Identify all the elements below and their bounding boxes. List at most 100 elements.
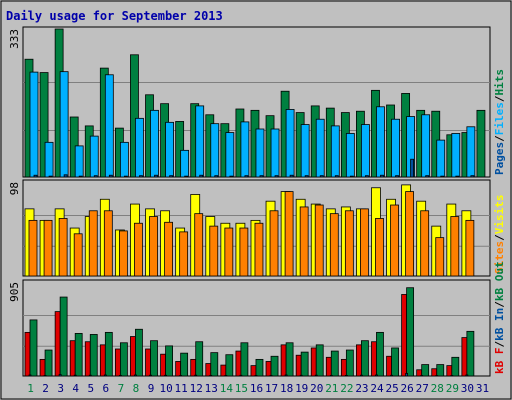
files-bar — [421, 114, 431, 178]
kbin-bar — [164, 374, 167, 377]
pages-bar — [154, 174, 158, 178]
kbout-bar — [165, 345, 173, 377]
kbout-bar — [74, 333, 83, 377]
pages-bar — [123, 175, 128, 178]
legend-part: / — [493, 301, 506, 308]
x-tick-label: 5 — [87, 382, 94, 395]
kbout-bar — [44, 349, 53, 377]
files-bar — [59, 71, 69, 178]
kbf-bar — [386, 355, 392, 377]
sites-bar — [254, 222, 264, 277]
sites-bar — [73, 233, 83, 277]
sites-bar — [194, 213, 204, 277]
kbf-bar — [99, 344, 106, 377]
pages-bar — [395, 175, 399, 178]
kbf-bar — [340, 358, 347, 377]
pages-bar — [229, 175, 234, 178]
pages-bar — [304, 175, 309, 178]
x-tick-label: 7 — [118, 382, 125, 395]
pages-bar — [425, 175, 430, 178]
pages-bar — [184, 175, 189, 178]
kbf-bar — [145, 348, 151, 377]
kbin-bar — [88, 374, 92, 377]
sites-bar — [43, 219, 53, 277]
files-bar — [285, 109, 295, 178]
pages-bar — [365, 175, 369, 178]
kbin-bar — [73, 374, 77, 377]
chart-title: Daily usage for September 2013 — [6, 9, 223, 23]
pages-bar — [108, 174, 113, 178]
pages-bar — [139, 175, 143, 178]
x-tick-label: 1 — [27, 382, 34, 395]
kbout-bar — [406, 287, 415, 377]
hits-bar — [130, 54, 139, 178]
files-bar — [300, 124, 310, 178]
sites-bar — [224, 227, 234, 277]
pages-bar — [244, 175, 249, 178]
x-tick-label: 22 — [340, 382, 353, 395]
files-bar — [436, 139, 446, 178]
sites-bar — [149, 216, 158, 277]
files-bar — [361, 124, 370, 178]
kbf-bar — [280, 344, 287, 377]
y-max-label-bottom: 905 — [8, 282, 21, 302]
kbf-bar — [130, 336, 136, 377]
kbf-bar — [24, 331, 31, 377]
legend-part: Files — [493, 102, 506, 135]
kbout-bar — [210, 352, 219, 377]
kbf-bar — [416, 369, 423, 377]
pages-bar — [440, 175, 445, 178]
x-tick-label: 4 — [72, 382, 79, 395]
pages-bar — [319, 175, 324, 178]
files-bar — [240, 121, 250, 178]
y-max-label-top: 333 — [8, 29, 21, 49]
files-bar — [391, 118, 400, 178]
kbout-bar — [436, 364, 445, 377]
kbout-bar — [345, 349, 354, 377]
kbout-bar — [89, 334, 98, 377]
pages-bar — [470, 175, 475, 178]
pages-bar — [274, 175, 279, 178]
kbout-bar — [59, 296, 68, 377]
kbf-bar — [356, 344, 362, 377]
files-bar — [104, 74, 114, 178]
x-tick-label: 19 — [295, 382, 308, 395]
x-tick-label: 28 — [431, 382, 444, 395]
x-tick-label: 8 — [133, 382, 140, 395]
x-tick-label: 23 — [355, 382, 368, 395]
sites-bar — [405, 191, 415, 277]
kbin-bar — [43, 375, 47, 377]
legend-middle: Sites/Visits — [493, 195, 506, 275]
sites-bar — [58, 218, 68, 277]
x-tick-label: 25 — [385, 382, 398, 395]
kbf-bar — [54, 311, 61, 377]
x-tick-label: 12 — [190, 382, 203, 395]
sites-bar — [103, 210, 113, 277]
kbf-bar — [190, 358, 197, 377]
files-bar — [225, 132, 235, 178]
sites-bar — [375, 218, 384, 277]
legend-part: / — [493, 95, 506, 102]
legend-part: Visits — [493, 195, 506, 235]
files-bar — [210, 123, 220, 178]
kbout-bar — [391, 347, 399, 377]
kbf-bar — [250, 365, 257, 377]
x-tick-label: 30 — [461, 382, 474, 395]
kbout-bar — [104, 331, 113, 377]
kbout-bar — [421, 364, 430, 377]
kbin-bar — [134, 374, 137, 377]
pages-bar — [33, 174, 38, 178]
pages-bar — [289, 174, 294, 178]
sites-bar — [269, 210, 279, 277]
legend-part: / — [493, 341, 506, 348]
kbout-bar — [150, 340, 158, 377]
sites-bar — [179, 231, 189, 277]
sites-bar — [390, 204, 399, 277]
files-bar — [330, 125, 340, 178]
kbin-bar — [269, 374, 273, 377]
sites-bar — [420, 210, 430, 277]
sites-bar — [118, 230, 128, 277]
kbf-bar — [69, 340, 76, 377]
